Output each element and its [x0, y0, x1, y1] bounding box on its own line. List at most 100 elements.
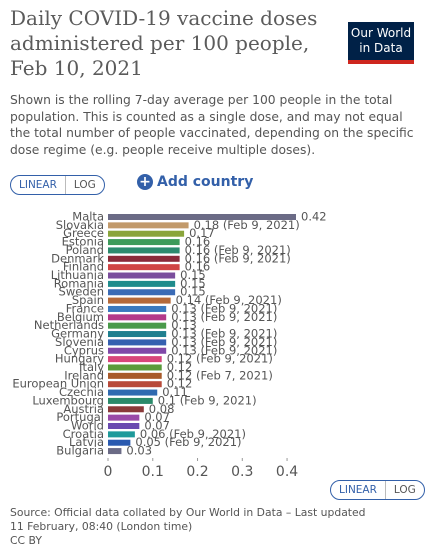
source-text: Source: Official data collated by Our Wo… [10, 506, 366, 533]
plus-icon: + [137, 174, 153, 190]
value-label: 0.12 (Feb 9, 2021) [167, 352, 273, 366]
category-label: Netherlands [34, 318, 104, 332]
bar [108, 389, 158, 396]
category-label: Spain [72, 293, 104, 307]
bar [108, 397, 153, 404]
category-label: Cyprus [64, 343, 104, 357]
category-label: Portugal [56, 410, 104, 424]
category-label: Czechia [59, 385, 104, 399]
category-label: Belgium [57, 310, 104, 324]
value-label: 0.42 [301, 210, 327, 224]
bar [108, 372, 162, 379]
value-label: 0.11 [162, 385, 188, 399]
value-label: 0.13 (Feb 9, 2021) [171, 335, 277, 349]
x-tick-label: 0.4 [276, 464, 298, 480]
category-label: Luxembourg [32, 393, 104, 407]
category-label: Bulgaria [56, 444, 104, 458]
add-country-label: Add country [157, 174, 254, 190]
category-label: Slovakia [56, 218, 104, 232]
bar [108, 423, 140, 429]
bar [108, 272, 176, 279]
bar [108, 214, 296, 220]
bar [108, 289, 176, 296]
bar [108, 331, 167, 338]
bar [108, 356, 162, 363]
logo-line: in Data [359, 41, 403, 55]
category-label: World [71, 419, 104, 433]
value-label: 0.14 (Feb 9, 2021) [176, 293, 282, 307]
value-label: 0.12 [167, 377, 193, 391]
value-label: 0.07 [144, 410, 170, 424]
category-label: Latvia [69, 435, 104, 449]
source: Source: Official data collated by Our Wo… [10, 506, 370, 548]
bar [108, 247, 180, 254]
chart: 0 0.1 0.2 0.3 0.4 Malta 0.42 Slovakia 0.18 (Feb … [12, 210, 327, 481]
bar [108, 305, 167, 312]
value-label: 0.15 [180, 285, 206, 299]
bar [108, 222, 189, 229]
category-label: European Union [12, 377, 104, 391]
x-tick-label: 0.1 [142, 464, 164, 480]
bar [108, 314, 167, 321]
bar [108, 339, 167, 346]
linear-button[interactable]: LINEAR [331, 481, 386, 499]
value-label: 0.17 [189, 226, 215, 240]
value-label: 0.13 (Feb 9, 2021) [171, 301, 277, 315]
bar [108, 364, 162, 371]
chart-title: Daily COVID-19 vaccine doses administere… [10, 6, 318, 80]
bar [108, 297, 171, 304]
category-label: France [66, 301, 104, 315]
value-label: 0.16 (Feb 9, 2021) [185, 243, 291, 257]
logo[interactable]: Our World in Data [348, 22, 414, 64]
value-label: 0.13 (Feb 9, 2021) [171, 343, 277, 357]
value-label: 0.16 [185, 235, 211, 249]
bar [108, 280, 176, 287]
category-label: Sweden [59, 285, 104, 299]
add-country[interactable]: + Add country [137, 174, 253, 190]
logo-line: Our World [350, 26, 412, 40]
bar [108, 239, 180, 246]
x-tick-label: 0.2 [186, 464, 208, 480]
x-tick-label: 0.3 [231, 464, 253, 480]
bar [108, 439, 131, 446]
bar [108, 264, 180, 271]
category-label: Slovenia [55, 335, 104, 349]
value-label: 0.08 [149, 402, 175, 416]
category-label: Croatia [63, 427, 104, 441]
category-label: Finland [63, 260, 104, 274]
value-label: 0.1 (Feb 9, 2021) [158, 393, 257, 407]
log-button[interactable]: LOG [73, 179, 96, 191]
value-label: 0.07 [144, 419, 170, 433]
value-label: 0.05 (Feb 9, 2021) [135, 435, 241, 449]
value-label: 0.12 (Feb 7, 2021) [167, 368, 273, 382]
bar [108, 230, 185, 237]
category-label: Hungary [55, 352, 104, 366]
category-label: Romania [54, 276, 104, 290]
category-label: Malta [72, 210, 104, 224]
value-label: 0.16 (Feb 9, 2021) [185, 251, 291, 265]
value-label: 0.15 [180, 268, 206, 282]
bar [108, 448, 122, 455]
value-label: 0.03 [126, 444, 152, 458]
bar [108, 255, 180, 262]
log-button[interactable]: LOG [393, 484, 416, 496]
linear-button[interactable]: LINEAR [11, 176, 66, 194]
category-label: Italy [79, 360, 104, 374]
value-label: 0.06 (Feb 9, 2021) [140, 427, 246, 441]
bar [108, 381, 162, 388]
value-label: 0.13 (Feb 9, 2021) [171, 310, 277, 324]
value-label: 0.18 (Feb 9, 2021) [194, 218, 300, 232]
value-label: 0.13 (Feb 9, 2021) [171, 327, 277, 341]
category-label: Austria [63, 402, 104, 416]
scale-toggle: LINEAR LOG [330, 480, 425, 500]
category-label: Estonia [62, 235, 104, 249]
x-tick-label: 0 [104, 464, 113, 480]
category-label: Poland [66, 243, 104, 257]
value-label: 0.15 [180, 276, 206, 290]
category-label: Lithuania [51, 268, 104, 282]
bar [108, 406, 144, 413]
category-label: Germany [51, 327, 104, 341]
value-label: 0.16 [185, 260, 211, 274]
value-label: 0.13 [171, 318, 197, 332]
